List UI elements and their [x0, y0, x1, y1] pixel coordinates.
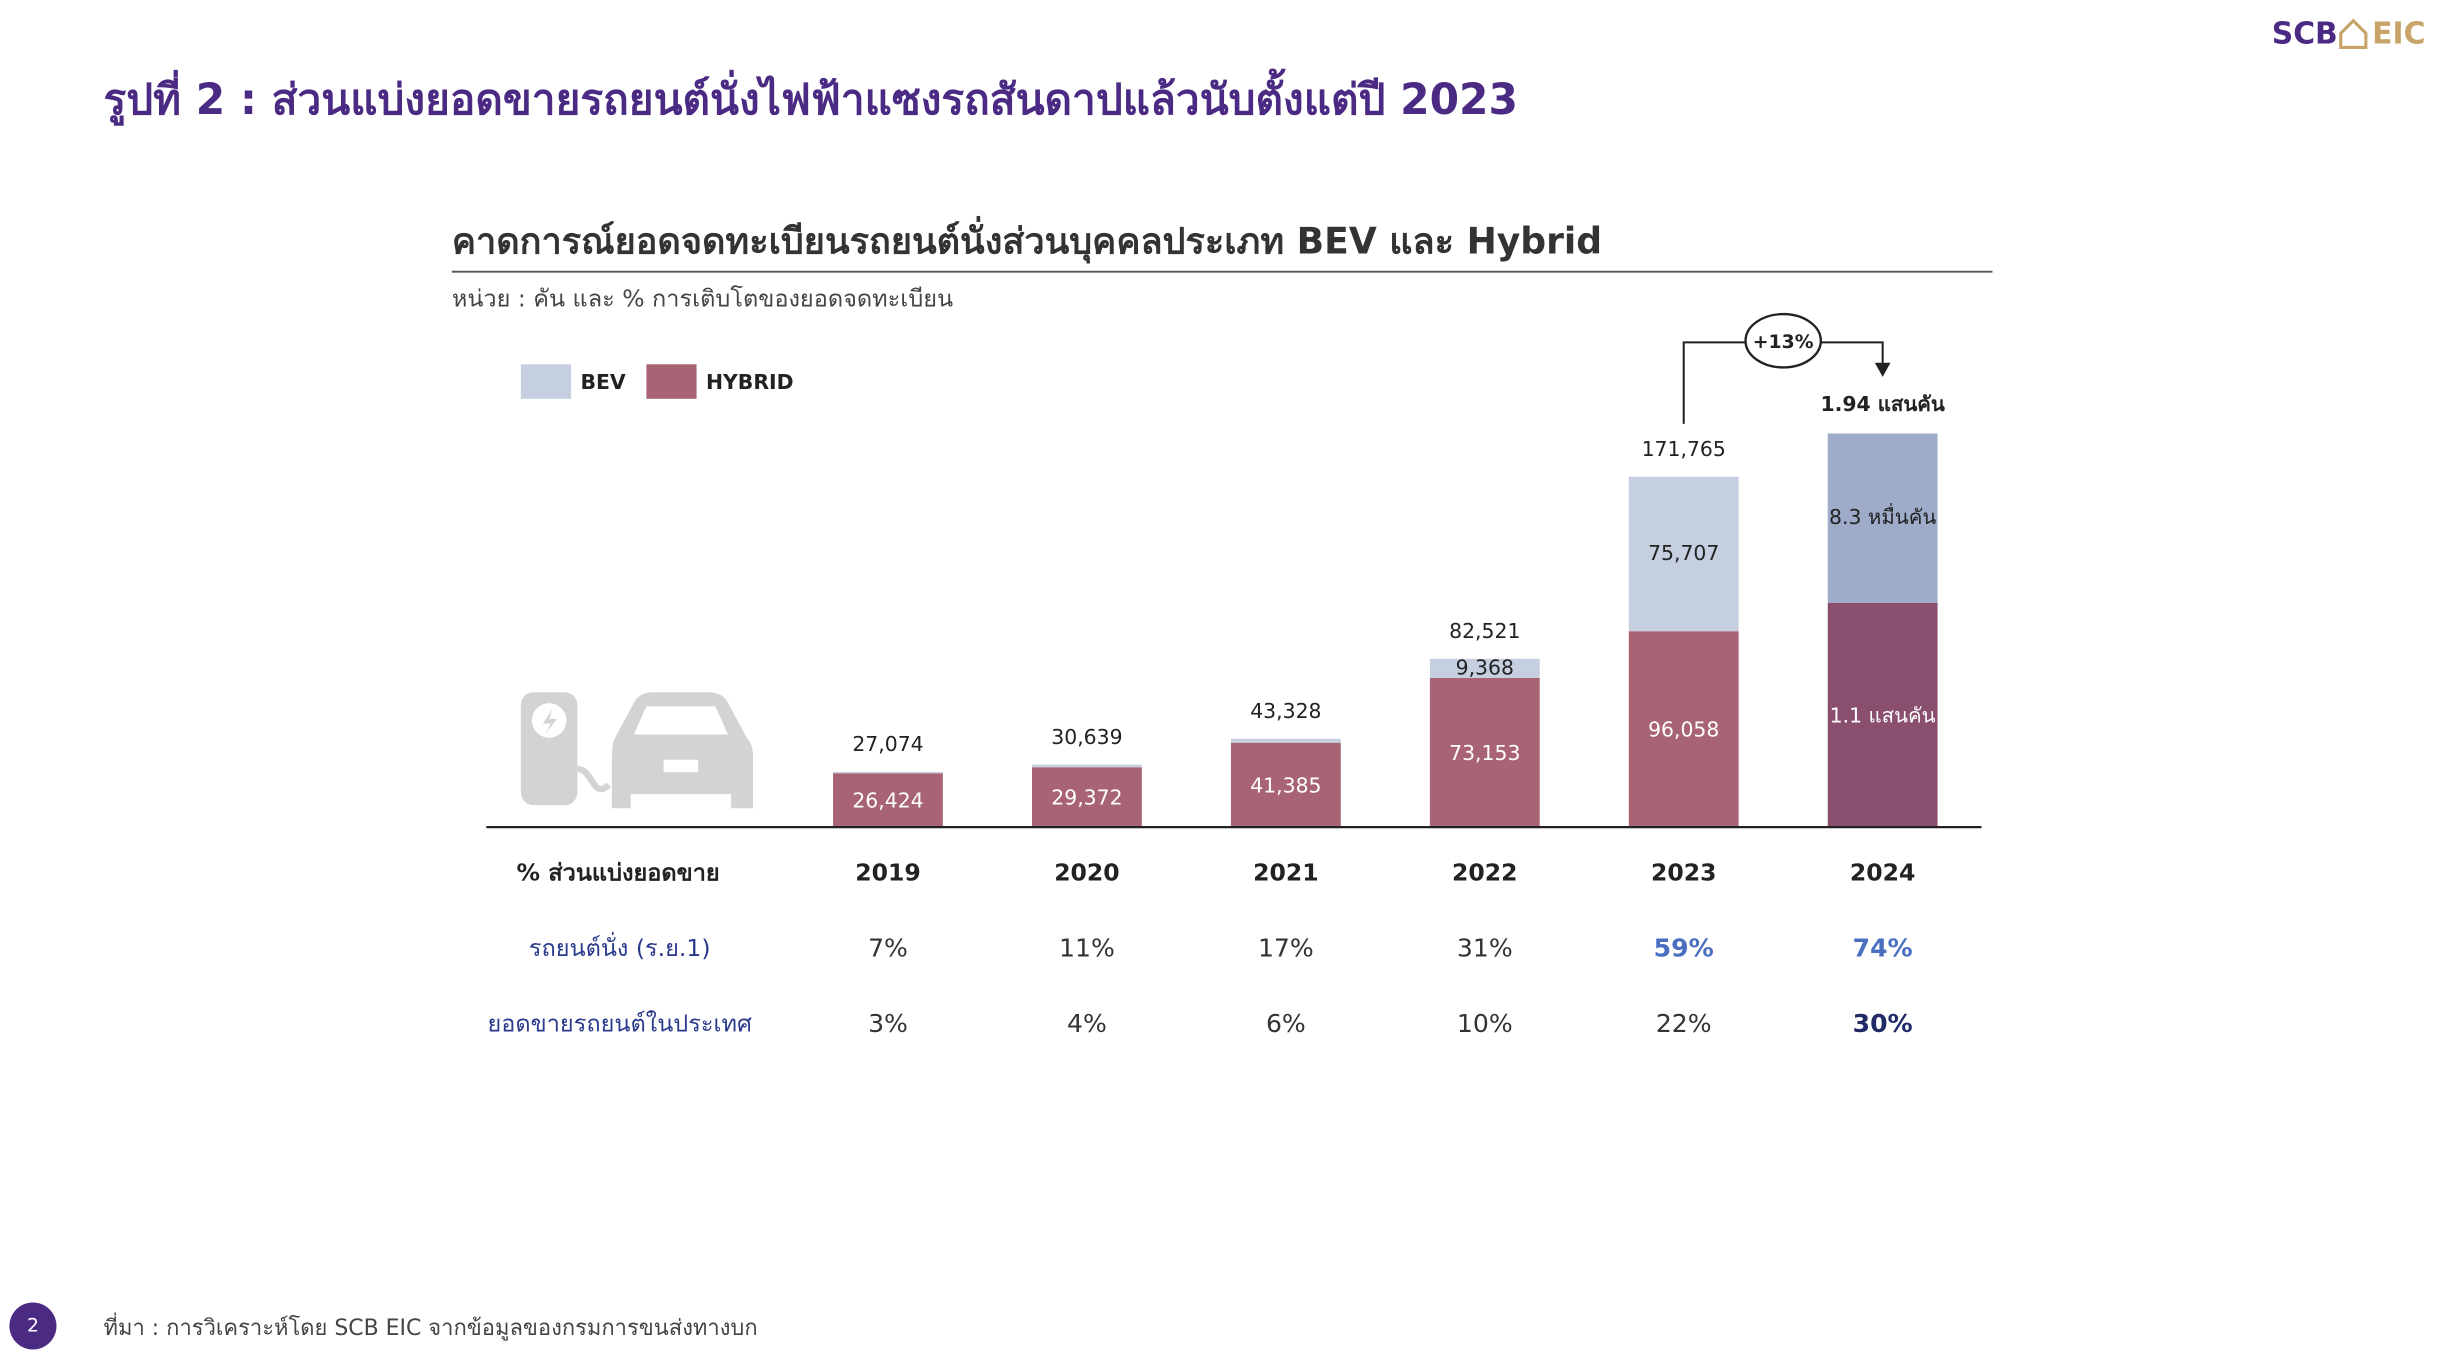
bar-segment: [1230, 738, 1341, 743]
slide-title: รูปที่ 2 : ส่วนแบ่งยอดขายรถยนต์นั่งไฟฟ้า…: [104, 68, 1518, 126]
total-label: 27,074: [852, 732, 923, 756]
row-label: ยอดขายรถยนต์ในประเทศ: [487, 1009, 752, 1037]
value-label: 9,368: [1456, 655, 1514, 679]
x-tick-label: 2023: [1651, 859, 1716, 887]
chart-subtitle: หน่วย : คัน และ % การเติบโตของยอดจดทะเบี…: [452, 284, 953, 312]
x-tick-label: 2024: [1850, 859, 1915, 887]
table-cell: 3%: [868, 1009, 908, 1038]
bar-segment: [1429, 658, 1540, 678]
table-cell: 31%: [1457, 933, 1513, 962]
legend-label: BEV: [580, 370, 625, 394]
table-cell: 74%: [1853, 933, 1913, 962]
value-label: 29,372: [1051, 786, 1122, 810]
legend-swatch: [646, 364, 697, 399]
total-label: 43,328: [1250, 699, 1321, 723]
table-cell: 10%: [1457, 1009, 1513, 1038]
row-label: รถยนต์นั่ง (ร.ย.1): [529, 931, 711, 962]
value-label: 75,707: [1648, 541, 1719, 565]
table-cell: 59%: [1654, 933, 1714, 962]
page-number: 2: [27, 1316, 39, 1337]
table-cell: 22%: [1656, 1009, 1712, 1038]
x-tick-label: 2020: [1054, 859, 1119, 887]
chart-title: คาดการณ์ยอดจดทะเบียนรถยนต์นั่งส่วนบุคคลป…: [452, 215, 1602, 264]
table-header: % ส่วนแบ่งยอดขาย: [517, 859, 720, 887]
source: ที่มา : การวิเคราะห์โดย SCB EIC จากข้อมู…: [104, 1312, 758, 1341]
bar-segment: [1230, 742, 1341, 828]
bar-segment: [1032, 764, 1142, 768]
bar-segment: [1429, 677, 1540, 828]
bar-segment: [833, 771, 943, 774]
growth-badge: [1744, 312, 1823, 369]
value-label: 96,058: [1648, 718, 1719, 742]
total-label: 171,765: [1642, 437, 1726, 461]
arrow-head: [1874, 362, 1891, 377]
table-cell: 6%: [1266, 1009, 1306, 1038]
value-label: 73,153: [1449, 741, 1520, 765]
logo-scb: SCB: [2272, 16, 2338, 51]
total-label: 82,521: [1449, 619, 1520, 643]
growth-label: +13%: [1753, 332, 1814, 353]
value-label: 26,424: [852, 789, 923, 813]
value-label: 1.1 แสนคัน: [1830, 704, 1936, 728]
total-label: 30,639: [1051, 725, 1122, 749]
table-cell: 11%: [1059, 933, 1115, 962]
x-tick-label: 2019: [855, 859, 920, 887]
bar-segment: [1628, 476, 1739, 632]
table-cell: 17%: [1258, 933, 1314, 962]
legend-swatch: [520, 364, 572, 399]
x-tick-label: 2022: [1452, 859, 1517, 887]
table-cell: 30%: [1853, 1009, 1913, 1038]
bar-segment: [1827, 602, 1938, 828]
page-badge: [9, 1302, 57, 1350]
value-label: 8.3 หมื่นคัน: [1829, 503, 1936, 529]
bar-segment: [1032, 767, 1142, 828]
table-cell: 7%: [868, 933, 908, 962]
table-cell: 4%: [1067, 1009, 1107, 1038]
bar-segment: [833, 773, 943, 828]
total-label: 1.94 แสนคัน: [1820, 392, 1944, 416]
legend-label: HYBRID: [706, 370, 794, 394]
bar-segment: [1827, 433, 1938, 603]
ev-icon: [520, 692, 754, 809]
bar-segment: [1628, 631, 1739, 828]
x-tick-label: 2021: [1253, 859, 1318, 887]
value-label: 41,385: [1250, 773, 1321, 797]
logo-eic: EIC: [2372, 16, 2425, 51]
logo-icon: [2339, 18, 2368, 49]
